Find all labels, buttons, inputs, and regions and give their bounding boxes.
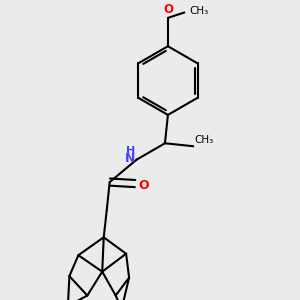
Text: O: O <box>139 178 149 192</box>
Text: CH₃: CH₃ <box>195 135 214 145</box>
Text: H: H <box>126 146 135 156</box>
Text: O: O <box>163 3 173 16</box>
Text: N: N <box>125 152 135 165</box>
Text: CH₃: CH₃ <box>190 6 209 16</box>
